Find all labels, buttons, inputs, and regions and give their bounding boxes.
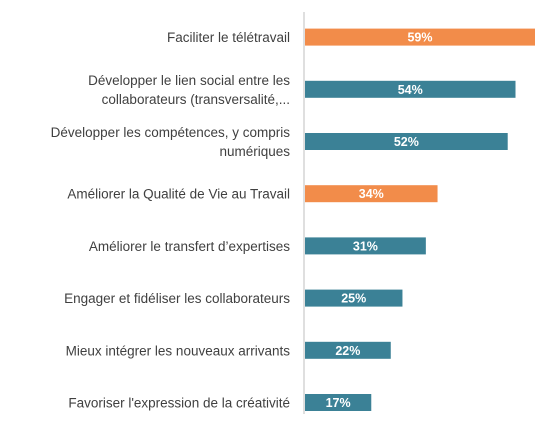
bars-group — [305, 28, 535, 411]
category-label-line: Engager et fidéliser les collaborateurs — [64, 291, 290, 306]
category-label-line: Faciliter le télétravail — [167, 30, 290, 45]
bar-7 — [305, 394, 372, 411]
value-label-4: 31% — [353, 239, 378, 253]
bar-5 — [305, 289, 403, 307]
category-label-line: Améliorer le transfert d’expertises — [89, 239, 290, 254]
category-label-7: Favoriser l'expression de la créativité — [68, 396, 290, 411]
category-label-4: Améliorer le transfert d’expertises — [89, 239, 290, 254]
category-label-5: Engager et fidéliser les collaborateurs — [64, 291, 290, 306]
category-label-line: Développer les compétences, y compris — [51, 125, 291, 140]
category-label-line: Développer le lien social entre les — [88, 73, 290, 88]
value-label-3: 34% — [359, 187, 384, 201]
category-label-3: Améliorer la Qualité de Vie au Travail — [67, 187, 290, 202]
value-labels-group: 59% 54% 52% 34% 31% 25% 22% 17% — [326, 31, 433, 410]
value-label-2: 52% — [394, 135, 419, 149]
bar-1 — [305, 80, 516, 98]
value-label-7: 17% — [326, 396, 351, 410]
bar-4 — [305, 237, 426, 255]
bar-0 — [305, 28, 535, 46]
bar-2 — [305, 133, 508, 150]
category-label-1: Développer le lien social entre les colla… — [88, 73, 290, 107]
value-label-1: 54% — [398, 83, 423, 97]
category-labels-group: Faciliter le télétravail Développer le li… — [51, 30, 291, 410]
value-label-6: 22% — [335, 344, 360, 358]
value-label-0: 59% — [407, 31, 432, 45]
category-label-0: Faciliter le télétravail — [167, 30, 290, 45]
bar-3 — [305, 185, 438, 203]
category-label-2: Développer les compétences, y compris num… — [51, 125, 291, 159]
category-label-6: Mieux intégrer les nouveaux arrivants — [66, 343, 291, 358]
category-label-line: collaborateurs (transversalité,... — [102, 92, 290, 107]
category-label-line: Favoriser l'expression de la créativité — [68, 396, 290, 411]
category-label-line: Mieux intégrer les nouveaux arrivants — [66, 343, 291, 358]
category-label-line: numériques — [219, 144, 290, 159]
category-label-line: Améliorer la Qualité de Vie au Travail — [67, 187, 290, 202]
bar-6 — [305, 341, 391, 359]
value-label-5: 25% — [341, 292, 366, 306]
